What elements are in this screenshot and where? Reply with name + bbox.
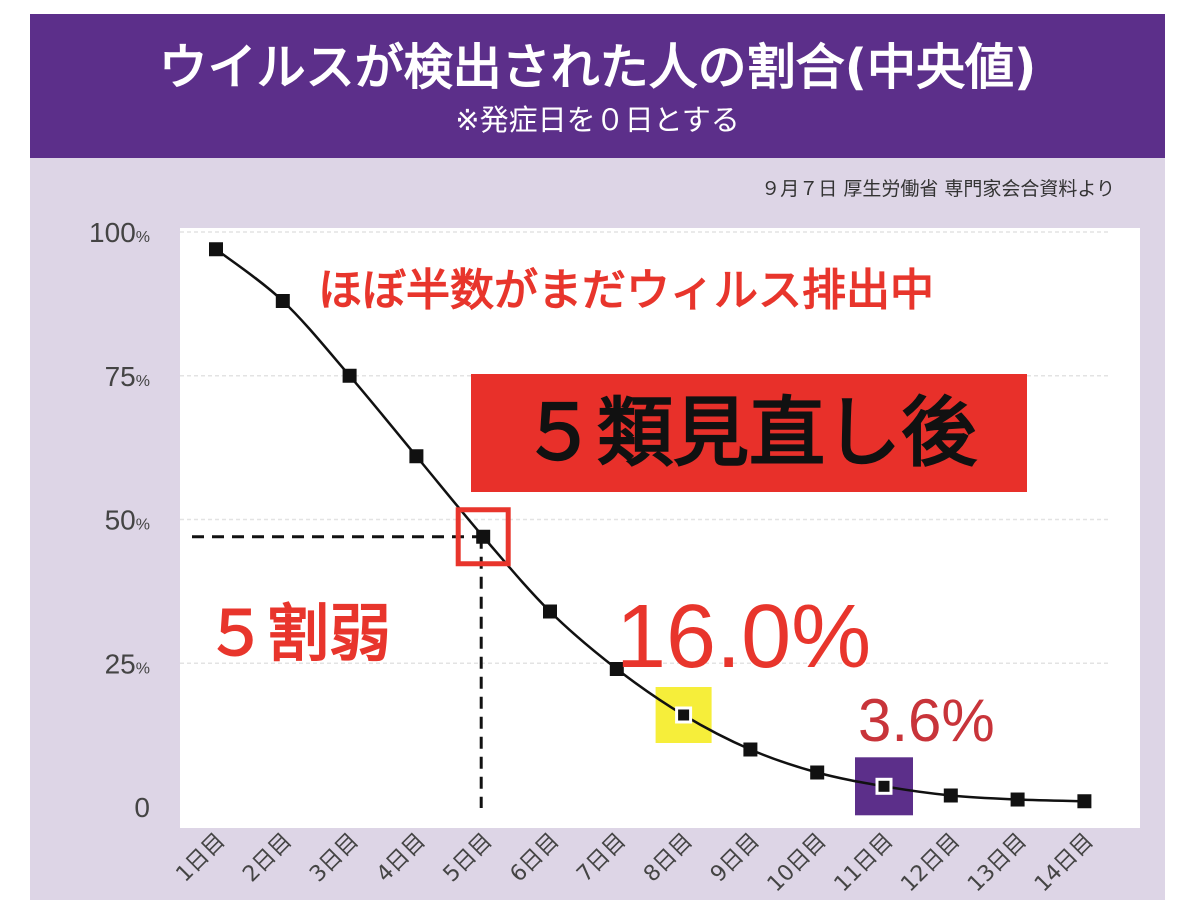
- data-points: [209, 242, 1092, 809]
- data-point-day-12: [943, 788, 958, 803]
- y-tick-label-25: 25%: [105, 648, 150, 679]
- headline-annotation: ほぼ半数がまだウィルス排出中: [318, 265, 934, 316]
- x-tick-label-14: 14日目: [1030, 829, 1099, 898]
- half-annotation: ５割弱: [205, 597, 391, 670]
- y-tick-label-100: 100%: [89, 217, 150, 248]
- highlight-outlines: [455, 507, 511, 567]
- y-axis: 0 25% 50% 75% 100%: [89, 217, 150, 823]
- chart-title: ウイルスが検出された人の割合(中央値): [158, 39, 1037, 96]
- data-point-day-6: [543, 604, 557, 619]
- data-point-day-1: [209, 242, 223, 257]
- day11-value-label: 3.6%: [858, 687, 995, 754]
- chart-header: ウイルスが検出された人の割合(中央値) ※発症日を０日とする: [30, 14, 1165, 158]
- x-tick-label-11: 11日目: [830, 829, 899, 898]
- day8-value-label: 16.0%: [616, 587, 871, 687]
- data-point-day-10: [810, 765, 825, 780]
- data-point-day-5: [476, 529, 491, 544]
- x-tick-label-1: 1日目: [172, 829, 231, 888]
- source-note: ９月７日 厚生労働省 専門家会合資料より: [761, 178, 1115, 200]
- y-tick-label-75: 75%: [105, 361, 150, 392]
- data-point-day-11: [875, 777, 893, 795]
- reference-lines: [192, 535, 483, 808]
- x-tick-label-13: 13日目: [963, 829, 1032, 898]
- x-tick-label-4: 4日目: [372, 829, 431, 888]
- y-tick-label-50: 50%: [105, 505, 150, 536]
- data-point-day-3: [342, 368, 357, 383]
- x-axis: 1日目 2日目 3日目 4日目 5日目 6日目 7日目 8日目 9日目10日目11日目12日目1…: [172, 829, 1099, 898]
- data-point-day-8: [675, 706, 693, 724]
- x-tick-label-7: 7日目: [572, 829, 631, 888]
- x-tick-label-5: 5日目: [439, 829, 498, 888]
- x-tick-label-9: 9日目: [706, 829, 765, 888]
- data-point-day-7: [609, 662, 624, 676]
- revision-banner-text: ５類見直し後: [521, 388, 977, 477]
- data-point-day-13: [1010, 792, 1025, 807]
- revision-banner: ５類見直し後: [471, 374, 1027, 492]
- highlight-outline-day-5: [455, 507, 511, 567]
- x-tick-label-10: 10日目: [763, 829, 832, 898]
- data-point-day-2: [275, 294, 290, 308]
- x-tick-label-8: 8日目: [639, 829, 698, 888]
- data-point-day-9: [743, 742, 758, 757]
- x-tick-label-6: 6日目: [506, 829, 565, 888]
- chart-subtitle: ※発症日を０日とする: [455, 103, 740, 137]
- data-point-day-4: [409, 449, 424, 464]
- x-tick-label-2: 2日目: [238, 829, 297, 888]
- y-tick-label-0: 0: [134, 792, 150, 823]
- data-point-day-14: [1077, 794, 1092, 809]
- x-tick-label-3: 3日目: [305, 829, 364, 888]
- x-tick-label-12: 12日目: [896, 829, 965, 898]
